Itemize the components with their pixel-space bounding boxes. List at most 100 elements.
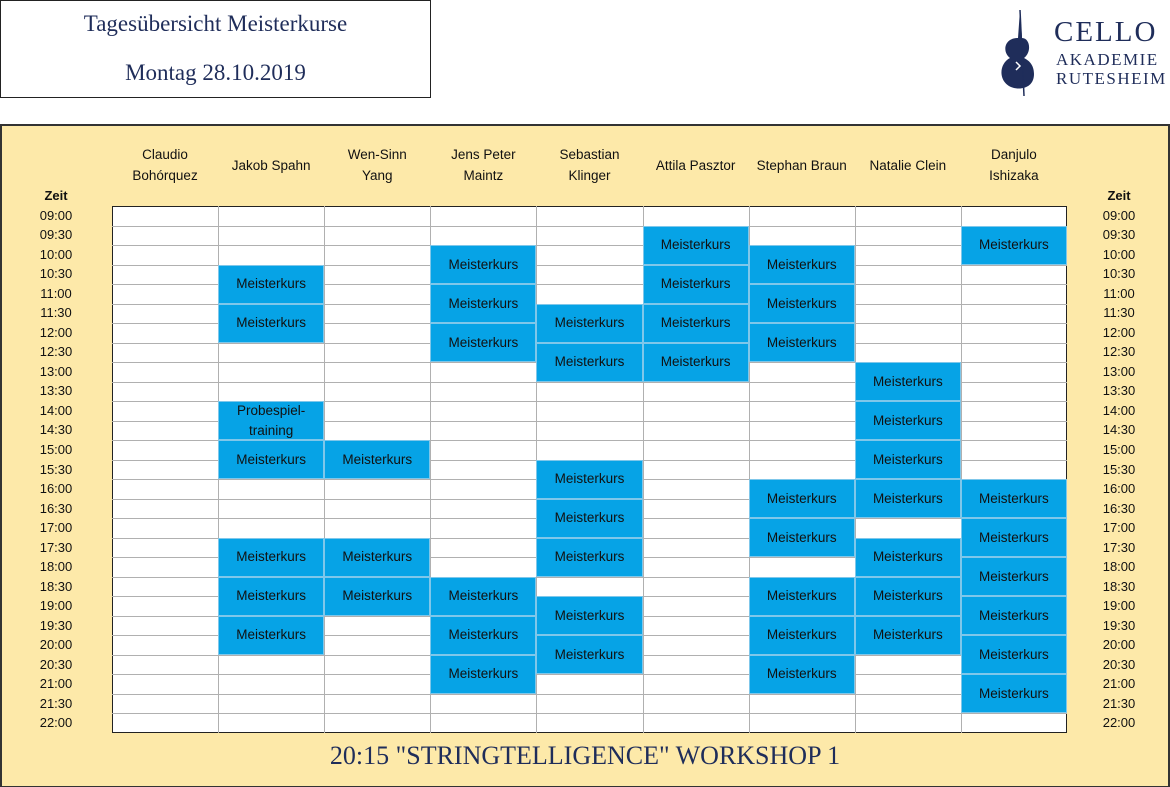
session-block: Meisterkurs <box>536 342 643 382</box>
session-block: Meisterkurs <box>748 615 855 655</box>
session-block: Meisterkurs <box>536 498 643 538</box>
time-label: 11:30 <box>1103 305 1135 321</box>
row-line <box>112 284 1067 286</box>
time-label: 09:30 <box>1102 227 1136 243</box>
time-label: 21:30 <box>1102 695 1136 711</box>
time-label: 17:30 <box>39 539 73 555</box>
time-label: 19:00 <box>39 598 73 614</box>
session-block: Meisterkurs <box>854 401 961 441</box>
session-block: Meisterkurs <box>218 264 325 304</box>
row-line <box>112 576 1067 578</box>
time-label: 16:00 <box>1102 481 1136 497</box>
session-block: Meisterkurs <box>748 479 855 519</box>
col-line <box>748 206 750 733</box>
column-header: Jakob Spahn <box>231 157 311 173</box>
time-label: 14:00 <box>1102 402 1136 418</box>
time-label: 10:00 <box>1102 246 1136 262</box>
time-label: 15:00 <box>1102 441 1136 457</box>
row-line <box>112 381 1067 383</box>
session-block: Meisterkurs <box>748 284 855 324</box>
session-block: Meisterkurs <box>960 518 1067 558</box>
time-label: 11:30 <box>40 305 72 321</box>
date: Montag 28.10.2019 <box>125 60 306 85</box>
time-label: 21:00 <box>1102 676 1136 692</box>
time-label: 20:30 <box>1102 656 1136 672</box>
column-header: Danjulo Ishizaka <box>989 147 1039 183</box>
time-header: Zeit <box>44 188 68 203</box>
row-line <box>112 401 1067 403</box>
row-line <box>112 674 1067 676</box>
logo-icon <box>1001 9 1034 97</box>
time-label: 18:00 <box>39 559 73 575</box>
session-block: Meisterkurs <box>430 654 537 694</box>
session-block: Meisterkurs <box>430 245 537 285</box>
column-header: Attila Pasztor <box>655 157 736 173</box>
time-label: 17:30 <box>1102 539 1136 555</box>
session-block: Meisterkurs <box>218 615 325 655</box>
session-block: Meisterkurs <box>218 303 325 343</box>
session-block: Meisterkurs <box>748 576 855 616</box>
time-label: 13:00 <box>39 363 73 379</box>
time-label: 22:00 <box>39 715 73 731</box>
column-header: Wen-Sinn Yang <box>347 147 407 183</box>
time-label: 11:00 <box>40 285 72 301</box>
session-block: Meisterkurs <box>430 284 537 324</box>
session-block: Meisterkurs <box>324 440 431 480</box>
session-block: Meisterkurs <box>642 225 749 265</box>
time-label: 09:00 <box>1102 207 1136 223</box>
row-line <box>112 693 1067 695</box>
column-header: Natalie Clein <box>869 157 947 173</box>
session-block: Meisterkurs <box>536 303 643 343</box>
time-label: 13:00 <box>1102 363 1136 379</box>
time-label: 13:30 <box>1102 383 1136 399</box>
time-label: 15:30 <box>1102 461 1136 477</box>
session-block: Meisterkurs <box>960 674 1067 714</box>
time-label: 18:30 <box>39 578 73 594</box>
session-block: Meisterkurs <box>430 615 537 655</box>
session-block: Meisterkurs <box>854 479 961 519</box>
column-header: Stephan Braun <box>756 157 847 173</box>
time-label: 17:00 <box>39 520 73 536</box>
time-label: 18:30 <box>1102 578 1136 594</box>
row-line <box>112 420 1067 422</box>
time-label: 16:30 <box>39 500 73 516</box>
col-line <box>642 206 644 733</box>
time-label: 12:00 <box>39 324 73 340</box>
time-label: 11:00 <box>1103 285 1135 301</box>
time-label: 09:00 <box>39 207 73 223</box>
time-label: 20:30 <box>39 656 73 672</box>
session-block: Meisterkurs <box>960 557 1067 597</box>
session-block: Meisterkurs <box>218 576 325 616</box>
time-label: 16:30 <box>1102 500 1136 516</box>
session-block: Meisterkurs <box>642 303 749 343</box>
session-block: Meisterkurs <box>324 576 431 616</box>
session-block: Meisterkurs <box>324 537 431 577</box>
time-label: 12:30 <box>1102 344 1136 360</box>
session-block: Meisterkurs <box>430 576 537 616</box>
time-label: 16:00 <box>39 481 73 497</box>
session-block: Meisterkurs <box>960 479 1067 519</box>
time-label: 19:30 <box>39 617 73 633</box>
session-block: Meisterkurs <box>854 537 961 577</box>
session-block: Meisterkurs <box>960 225 1067 265</box>
row-line <box>112 713 1067 715</box>
time-label: 20:00 <box>39 637 73 653</box>
time-label: 22:00 <box>1102 715 1136 731</box>
time-label: 12:30 <box>39 344 73 360</box>
session-block: Meisterkurs <box>748 245 855 285</box>
time-label: 19:00 <box>1102 598 1136 614</box>
session-block: Meisterkurs <box>854 576 961 616</box>
time-label: 15:00 <box>39 441 73 457</box>
session-block: Meisterkurs <box>642 342 749 382</box>
session-block: Meisterkurs <box>536 596 643 636</box>
session-block: Meisterkurs <box>536 459 643 499</box>
time-label: 09:30 <box>39 227 73 243</box>
row-line <box>112 440 1067 442</box>
time-label: 21:00 <box>39 676 73 692</box>
session-block: Meisterkurs <box>536 537 643 577</box>
footer: 20:15 "STRINGTELLIGENCE" WORKSHOP 1 <box>329 741 841 770</box>
session-block: Meisterkurs <box>536 635 643 675</box>
session-block: Meisterkurs <box>748 654 855 694</box>
time-header: Zeit <box>1107 188 1131 203</box>
